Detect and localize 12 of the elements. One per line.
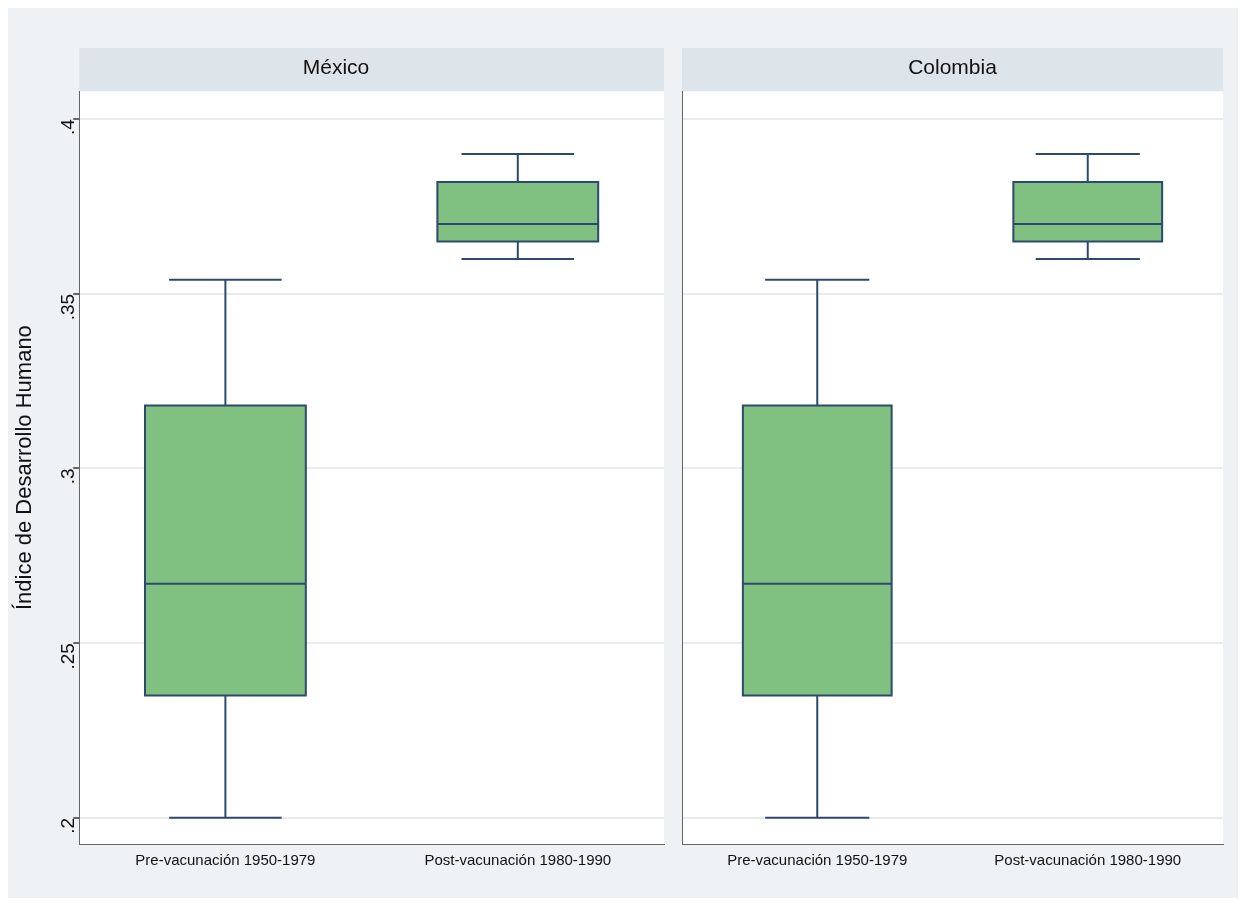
y-tick-label: .25 — [57, 643, 79, 670]
x-tick-label: Post-vacunación 1980-1990 — [424, 851, 612, 869]
chart-title: México — [302, 55, 370, 79]
x-tick-label: Pre-vacunación 1950-1979 — [727, 851, 908, 869]
x-tick-label: Post-vacunación 1980-1990 — [994, 851, 1182, 869]
y-tick-label: .2 — [57, 817, 79, 834]
y-tick-label: .35 — [57, 293, 79, 321]
y-tick-label: .4 — [57, 118, 79, 136]
chart-title: Colombia — [908, 55, 998, 79]
y-axis-title: Índice de Desarrollo Humano — [11, 325, 37, 611]
x-tick-label: Pre-vacunación 1950-1979 — [135, 851, 316, 869]
y-tick-label: .3 — [57, 468, 79, 485]
